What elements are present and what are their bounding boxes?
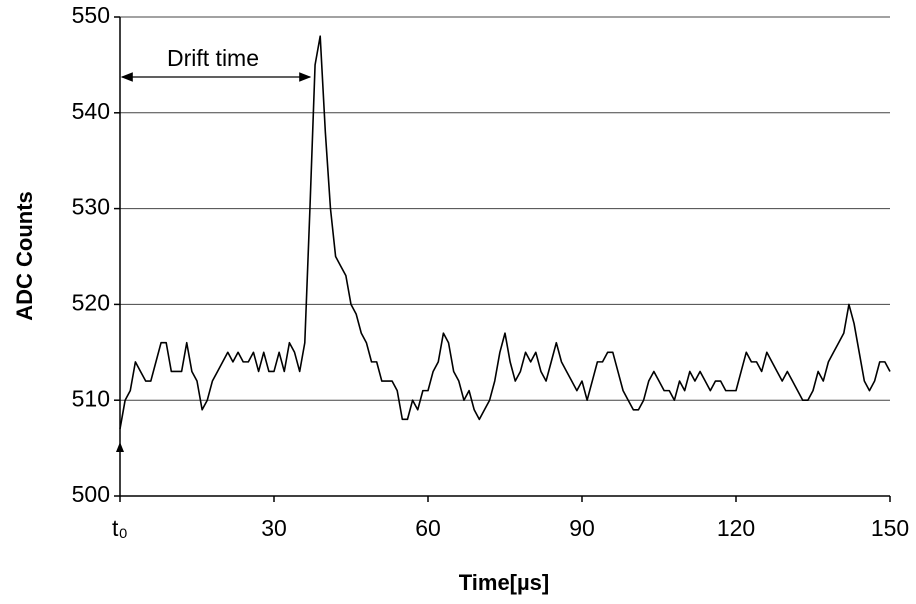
- y-tick-label: 500: [72, 481, 110, 507]
- data-line: [119, 35, 891, 430]
- y-tick-label: 520: [72, 289, 110, 315]
- x-tick-label: 90: [569, 515, 595, 541]
- y-tick-label: 540: [72, 98, 110, 124]
- x-tick-label: 60: [415, 515, 441, 541]
- y-tick-label: 510: [72, 385, 110, 411]
- y-tick-label: 550: [72, 2, 110, 28]
- grid: [120, 16, 890, 497]
- x-axis-label: Time[µs]: [459, 570, 550, 595]
- y-axis-label: ADC Counts: [12, 191, 37, 321]
- annotation: Drift time: [167, 45, 259, 71]
- x-tick-label: 120: [717, 515, 755, 541]
- x-tick-label: 30: [261, 515, 287, 541]
- x-tick-label: 150: [871, 515, 909, 541]
- y-tick-label: 530: [72, 194, 110, 220]
- x-tick-label: t₀: [112, 515, 128, 541]
